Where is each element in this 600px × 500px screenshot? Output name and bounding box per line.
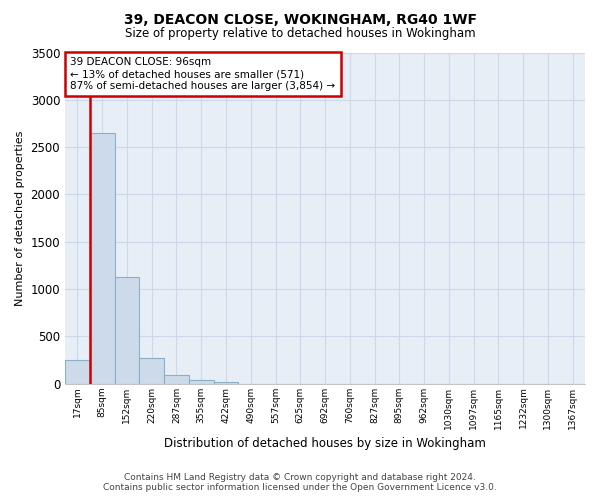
Bar — [214, 382, 238, 384]
Text: 39 DEACON CLOSE: 96sqm
← 13% of detached houses are smaller (571)
87% of semi-de: 39 DEACON CLOSE: 96sqm ← 13% of detached… — [70, 58, 335, 90]
Text: 39, DEACON CLOSE, WOKINGHAM, RG40 1WF: 39, DEACON CLOSE, WOKINGHAM, RG40 1WF — [124, 12, 476, 26]
Bar — [65, 360, 90, 384]
Bar — [115, 277, 139, 384]
Bar — [90, 133, 115, 384]
Bar — [189, 380, 214, 384]
X-axis label: Distribution of detached houses by size in Wokingham: Distribution of detached houses by size … — [164, 437, 486, 450]
Y-axis label: Number of detached properties: Number of detached properties — [15, 130, 25, 306]
Text: Contains HM Land Registry data © Crown copyright and database right 2024.
Contai: Contains HM Land Registry data © Crown c… — [103, 473, 497, 492]
Text: Size of property relative to detached houses in Wokingham: Size of property relative to detached ho… — [125, 28, 475, 40]
Bar — [164, 375, 189, 384]
Bar — [139, 358, 164, 384]
